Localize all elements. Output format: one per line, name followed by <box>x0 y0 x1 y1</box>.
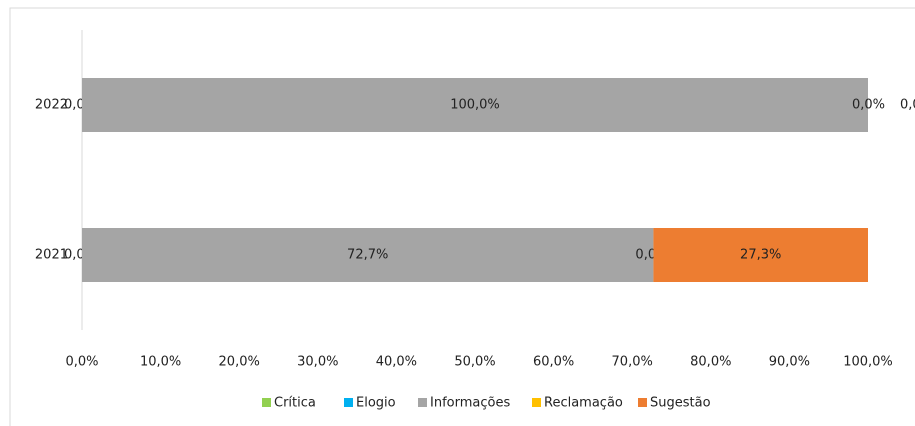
bar-segment <box>82 78 868 132</box>
legend-swatch <box>418 398 427 407</box>
legend-label: Informações <box>430 396 510 411</box>
x-tick-label: 0,0% <box>65 355 98 370</box>
y-tick-label: 2021 <box>35 248 68 263</box>
legend-label: Reclamação <box>544 396 623 411</box>
legend-label: Crítica <box>274 396 316 411</box>
x-tick-label: 40,0% <box>376 355 417 370</box>
x-tick-label: 60,0% <box>533 355 574 370</box>
legend-swatch <box>344 398 353 407</box>
y-tick-label: 2022 <box>35 98 68 113</box>
x-tick-label: 50,0% <box>454 355 495 370</box>
data-label: 72,7% <box>347 248 388 263</box>
data-label: 100,0% <box>450 98 500 113</box>
legend-label: Sugestão <box>650 396 711 411</box>
legend-label: Elogio <box>356 396 396 411</box>
data-label: 0,0% <box>900 98 915 113</box>
data-label: 0,0% <box>852 98 885 113</box>
chart-frame <box>9 7 915 426</box>
x-tick-label: 10,0% <box>140 355 181 370</box>
x-tick-label: 90,0% <box>769 355 810 370</box>
legend-swatch <box>638 398 647 407</box>
legend-swatch <box>532 398 541 407</box>
x-tick-label: 20,0% <box>219 355 260 370</box>
x-tick-label: 100,0% <box>843 355 893 370</box>
bar-segment <box>653 228 868 282</box>
legend-swatch <box>262 398 271 407</box>
data-label: 27,3% <box>740 248 781 263</box>
x-tick-label: 80,0% <box>690 355 731 370</box>
x-tick-label: 70,0% <box>612 355 653 370</box>
x-tick-label: 30,0% <box>297 355 338 370</box>
bar-segment <box>82 228 654 282</box>
